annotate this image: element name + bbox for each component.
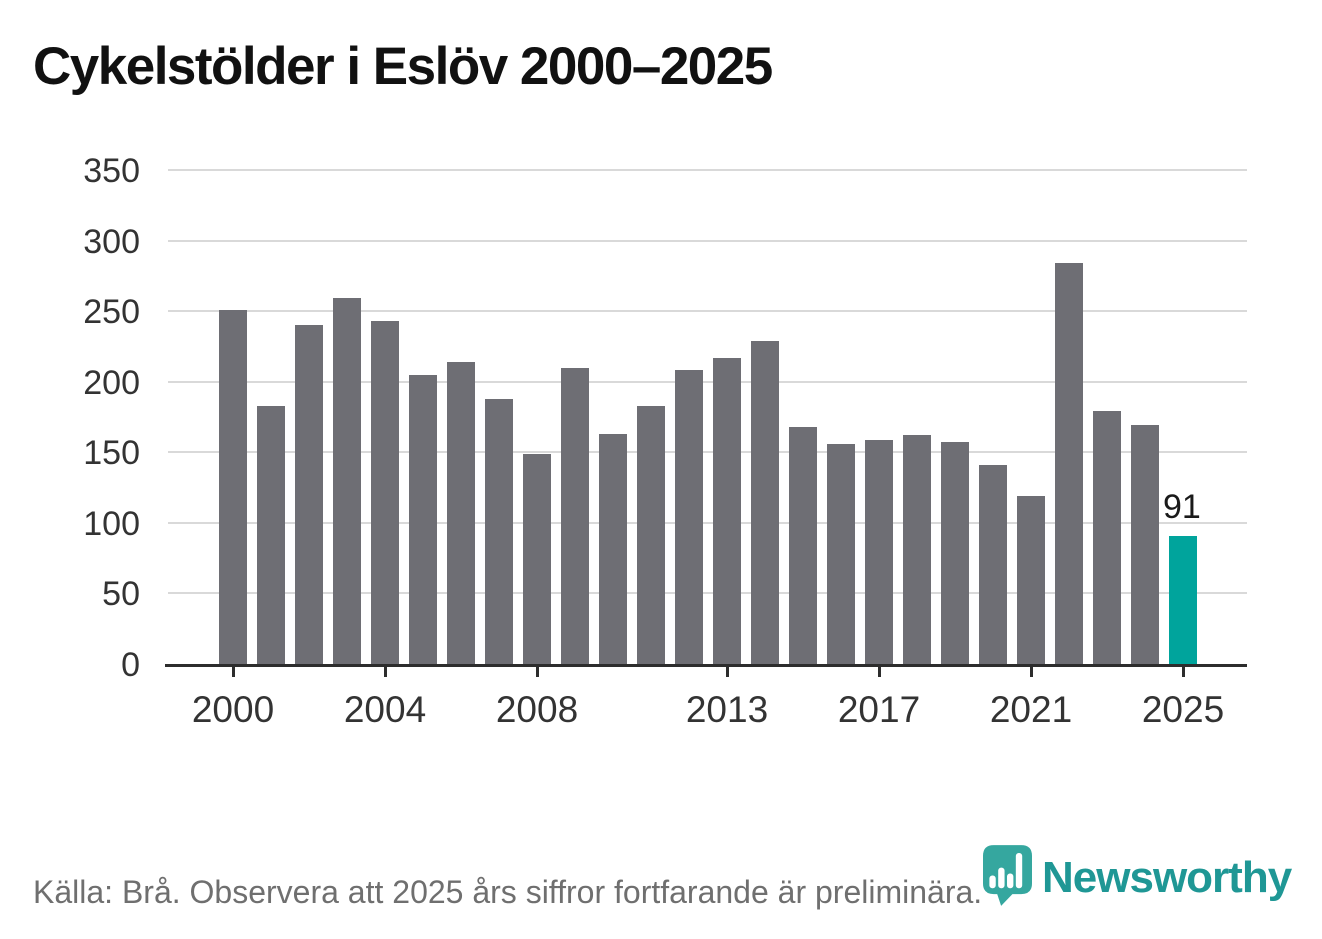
x-axis-tick — [535, 667, 539, 677]
bar-2018 — [903, 435, 931, 664]
bar-2024 — [1131, 425, 1159, 664]
value-label-2025: 91 — [1163, 488, 1201, 526]
bar-2009 — [561, 368, 589, 664]
gridline — [168, 451, 1247, 454]
y-axis-label: 350 — [83, 152, 140, 190]
bar-2015 — [789, 427, 817, 664]
bar-chart-pin-icon — [983, 845, 1032, 906]
x-axis-label: 2021 — [989, 689, 1073, 730]
bar-2003 — [333, 298, 361, 664]
gridline — [168, 521, 1247, 524]
bar-2016 — [827, 444, 855, 664]
bar-2012 — [675, 370, 703, 664]
bar-2005 — [409, 375, 437, 664]
bar-2004 — [371, 321, 399, 664]
gridline — [168, 169, 1247, 171]
gridline — [168, 239, 1247, 242]
x-axis-tick — [877, 667, 881, 677]
bar-2021 — [1017, 496, 1045, 664]
x-axis-label: 2025 — [1141, 689, 1225, 730]
x-axis-label: 2008 — [495, 689, 579, 730]
y-axis-label: 100 — [83, 504, 140, 543]
bar-2008 — [523, 454, 551, 664]
source-note: Källa: Brå. Observera att 2025 års siffr… — [33, 874, 983, 910]
y-axis-label: 300 — [83, 222, 140, 261]
y-axis-label: 50 — [102, 575, 140, 614]
y-axis-label: 200 — [83, 363, 140, 402]
x-axis-line — [165, 664, 1247, 667]
x-axis-label: 2013 — [685, 689, 769, 730]
bar-2025 — [1169, 536, 1197, 664]
bar-2010 — [599, 434, 627, 664]
x-axis-label: 2004 — [343, 689, 427, 730]
newsworthy-logo: Newsworthy — [983, 845, 1303, 915]
x-axis-tick — [383, 667, 387, 677]
bar-2022 — [1055, 263, 1083, 664]
bar-2017 — [865, 440, 893, 664]
x-axis-label: 2000 — [191, 689, 275, 730]
chart-title: Cykelstölder i Eslöv 2000–2025 — [33, 37, 773, 96]
bar-2023 — [1093, 411, 1121, 664]
bar-2019 — [941, 442, 969, 664]
gridline — [168, 592, 1247, 595]
bar-2000 — [219, 310, 247, 664]
x-axis-label: 2017 — [837, 689, 921, 730]
x-axis-tick — [1181, 667, 1185, 677]
x-axis-tick — [231, 667, 235, 677]
bar-2011 — [637, 406, 665, 664]
bar-2014 — [751, 341, 779, 664]
x-axis-tick — [725, 667, 729, 677]
bar-2002 — [295, 325, 323, 664]
bar-2013 — [713, 358, 741, 664]
gridline — [168, 380, 1247, 383]
y-axis-label: 250 — [83, 293, 140, 332]
y-axis-label: 150 — [83, 434, 140, 473]
bar-2020 — [979, 465, 1007, 664]
gridline — [168, 310, 1247, 313]
x-axis-tick — [1029, 667, 1033, 677]
y-axis-label: 0 — [121, 646, 140, 684]
newsworthy-wordmark: Newsworthy — [1042, 853, 1292, 902]
bar-2006 — [447, 362, 475, 664]
bar-2001 — [257, 406, 285, 664]
bar-2007 — [485, 399, 513, 664]
